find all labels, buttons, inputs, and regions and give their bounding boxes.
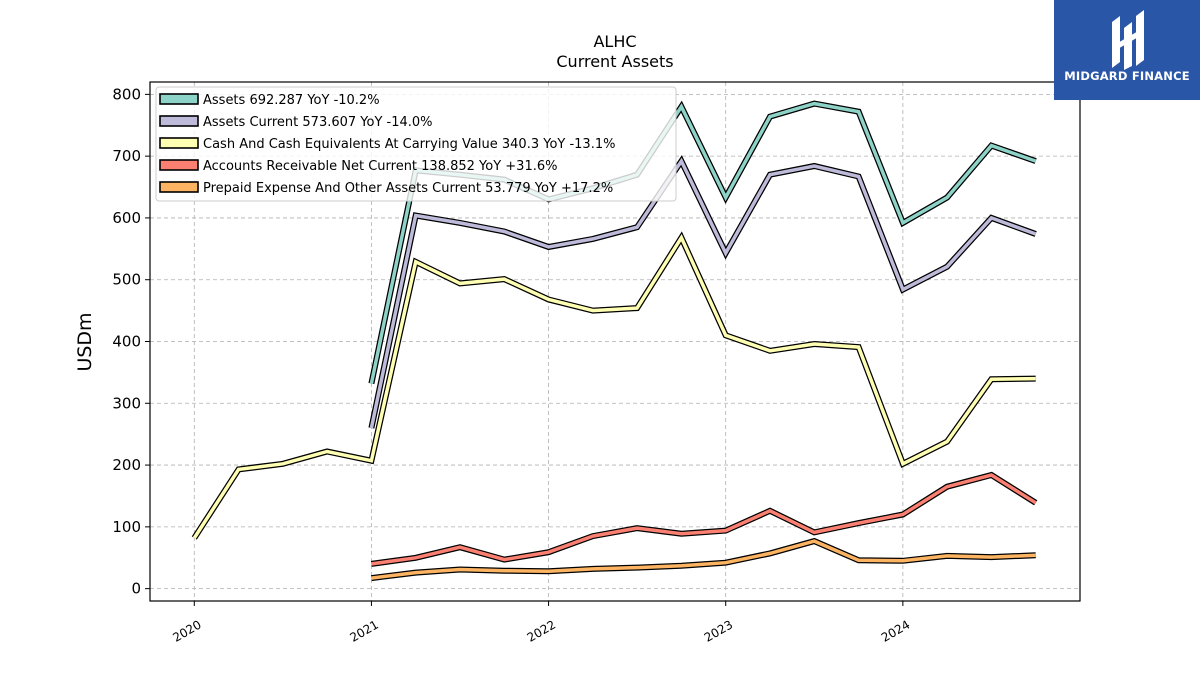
series-stroke [192, 234, 1036, 539]
legend-swatch [159, 181, 199, 193]
brand-logo: MIDGARD FINANCE [1054, 0, 1200, 100]
series-outline [191, 231, 1036, 540]
legend-entry-4: Prepaid Expense And Other Assets Current… [159, 181, 613, 196]
series-stroke [369, 157, 1037, 429]
legend: Assets 692.287 YoY -10.2% Assets Current … [155, 86, 677, 202]
x-axis: 2020 2021 2022 2023 2024 [170, 601, 912, 645]
legend-swatch [159, 93, 199, 105]
y-tick-label: 700 [112, 147, 141, 165]
x-tick-label: 2021 [347, 617, 380, 644]
x-tick-label: 2024 [879, 617, 912, 644]
legend-label: Cash And Cash Equivalents At Carrying Va… [203, 137, 615, 152]
series-line-3 [370, 471, 1038, 567]
legend-entry-2: Cash And Cash Equivalents At Carrying Va… [159, 137, 615, 152]
series-line-1 [368, 155, 1037, 429]
y-tick-label: 300 [112, 394, 141, 412]
legend-label: Assets 692.287 YoY -10.2% [203, 93, 380, 108]
series-stroke [371, 473, 1037, 566]
y-tick-label: 600 [112, 209, 141, 227]
y-axis: 0 100 200 300 400 500 600 700 800 [112, 85, 150, 598]
y-tick-label: 100 [112, 518, 141, 536]
chart-title: ALHC [593, 32, 636, 51]
x-tick-label: 2023 [702, 617, 735, 644]
legend-label: Assets Current 573.607 YoY -14.0% [203, 115, 433, 130]
legend-swatch [159, 159, 199, 171]
y-tick-label: 800 [112, 85, 141, 103]
series-line-4 [371, 537, 1036, 582]
logo-text: MIDGARD FINANCE [1064, 69, 1190, 83]
y-tick-label: 400 [112, 333, 141, 351]
series-outline [371, 537, 1036, 582]
chart-subtitle: Current Assets [556, 52, 673, 71]
y-axis-label: USDm [74, 312, 96, 371]
series-line-2 [191, 231, 1036, 540]
series-stroke [371, 539, 1036, 580]
legend-swatch [159, 137, 199, 149]
legend-entry-0: Assets 692.287 YoY -10.2% [159, 93, 380, 108]
y-tick-label: 0 [131, 580, 141, 598]
x-tick-label: 2020 [170, 617, 203, 644]
legend-label: Accounts Receivable Net Current 138.852 … [203, 159, 558, 174]
y-tick-label: 500 [112, 271, 141, 289]
y-tick-label: 200 [112, 456, 141, 474]
legend-entry-1: Assets Current 573.607 YoY -14.0% [159, 115, 433, 130]
legend-box [155, 86, 677, 202]
series-lines [191, 100, 1038, 582]
x-tick-label: 2022 [525, 617, 558, 644]
legend-swatch [159, 115, 199, 127]
legend-label: Prepaid Expense And Other Assets Current… [203, 181, 613, 196]
legend-entry-3: Accounts Receivable Net Current 138.852 … [159, 159, 558, 174]
logo-mark-icon [1112, 10, 1144, 70]
